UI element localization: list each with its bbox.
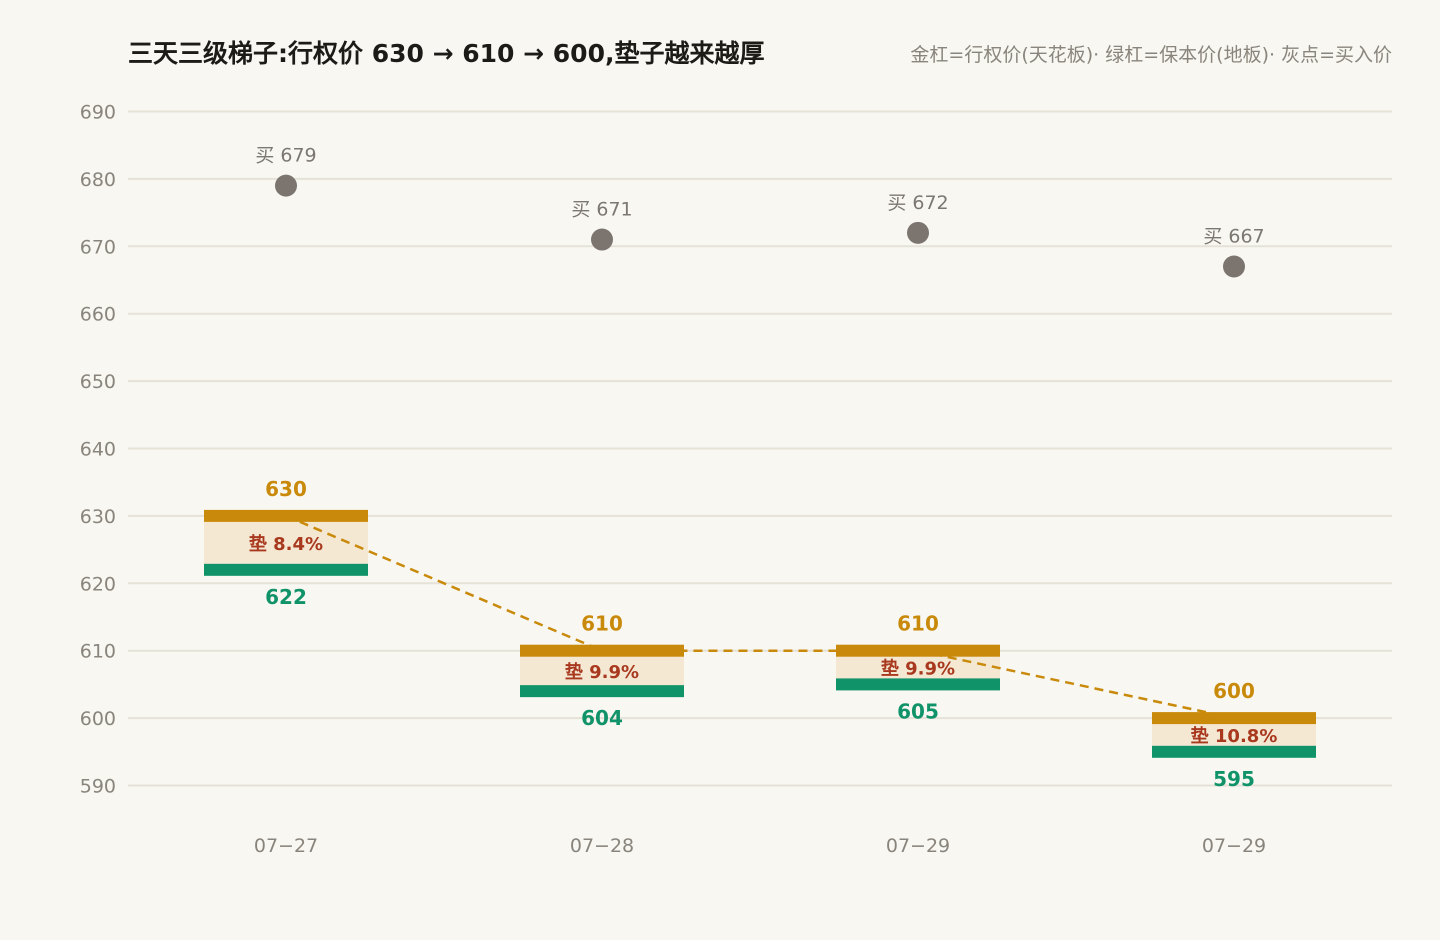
x-tick-label: 07−27 — [254, 835, 318, 857]
strike-label: 630 — [265, 477, 307, 501]
legend-note: 金杠=行权价(天花板)· 绿杠=保本价(地板)· 灰点=买入价 — [910, 44, 1392, 66]
y-tick-label: 670 — [80, 236, 116, 258]
pad-band — [520, 650, 684, 692]
strike-label: 600 — [1213, 679, 1255, 703]
buy-point — [275, 174, 297, 197]
grid-layer — [128, 110, 1392, 787]
x-axis-ticks: 07−27 07−28 07−29 07−29 — [254, 835, 1266, 857]
y-tick-label: 590 — [80, 776, 116, 798]
buy-label: 买 672 — [887, 192, 948, 214]
y-tick-label: 660 — [80, 304, 116, 326]
pad-label: 垫 8.4% — [249, 533, 323, 555]
breakeven-bar — [836, 678, 1000, 691]
breakeven-bar — [204, 563, 368, 576]
strike-label: 610 — [897, 612, 939, 636]
buy-points: 买 679 买 671 买 672 买 667 — [255, 145, 1265, 278]
pad-bands — [204, 509, 1316, 758]
pad-label: 垫 9.9% — [881, 658, 955, 680]
breakeven-label: 595 — [1213, 767, 1255, 791]
buy-point — [591, 228, 613, 251]
pad-band — [204, 515, 368, 570]
x-tick-label: 07−29 — [886, 835, 950, 857]
strike-bar — [836, 644, 1000, 657]
buy-label: 买 671 — [571, 199, 632, 221]
pad-label: 垫 9.9% — [565, 661, 639, 683]
buy-label: 买 679 — [255, 145, 316, 167]
y-tick-label: 620 — [80, 573, 116, 595]
x-tick-label: 07−28 — [570, 835, 634, 857]
strike-connector — [285, 514, 1235, 720]
breakeven-label: 605 — [897, 699, 939, 723]
strike-label: 610 — [581, 612, 623, 636]
breakeven-bar — [1152, 745, 1316, 758]
y-tick-label: 690 — [80, 102, 116, 124]
y-tick-label: 680 — [80, 169, 116, 191]
y-axis-ticks: 590 600 610 620 630 640 650 660 670 680 690 — [80, 102, 116, 798]
strike-bar — [520, 644, 684, 657]
y-tick-label: 630 — [80, 506, 116, 528]
y-tick-label: 610 — [80, 641, 116, 663]
buy-point — [907, 221, 929, 244]
chart-title: 三天三级梯子:行权价 630 → 610 → 600,垫子越来越厚 — [128, 39, 765, 68]
y-tick-label: 650 — [80, 371, 116, 393]
breakeven-bar — [520, 685, 684, 698]
breakeven-label: 604 — [581, 706, 623, 730]
y-tick-label: 600 — [80, 708, 116, 730]
buy-label: 买 667 — [1203, 226, 1264, 248]
x-tick-label: 07−29 — [1202, 835, 1266, 857]
strike-connector-line — [285, 514, 1235, 720]
buy-point — [1223, 255, 1245, 278]
y-tick-label: 640 — [80, 439, 116, 461]
value-labels: 630 622 垫 8.4% 610 604 垫 9.9% 610 605 垫 9.9% 600 5… — [249, 477, 1277, 791]
pad-label: 垫 10.8% — [1191, 725, 1278, 747]
breakeven-label: 622 — [265, 585, 307, 609]
